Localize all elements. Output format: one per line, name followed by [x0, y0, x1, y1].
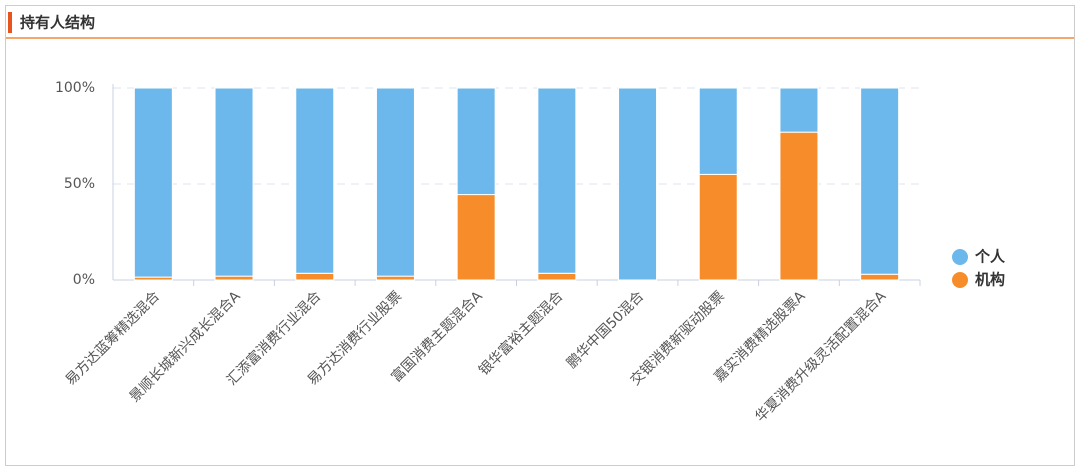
bar-segment: [375, 87, 415, 277]
bar-segment: [214, 275, 254, 281]
bar-segment: [295, 272, 335, 281]
bar-segment: [698, 87, 738, 175]
bar-segment: [698, 173, 738, 281]
bar-segment: [537, 272, 577, 281]
bar-segment: [860, 87, 900, 275]
legend-label: 个人: [974, 248, 1006, 266]
chart-title: 持有人结构: [20, 14, 95, 32]
bar-segment: [375, 275, 415, 281]
y-tick-label: 0%: [73, 272, 95, 288]
y-tick-label: 100%: [55, 80, 95, 96]
bar-segment: [456, 194, 496, 281]
bar-segment: [295, 87, 335, 274]
bar-segment: [214, 87, 254, 277]
legend-label: 机构: [975, 271, 1005, 289]
bar-segment: [537, 87, 577, 274]
legend-swatch: [952, 272, 968, 288]
bar-segment: [133, 87, 173, 278]
bar-segment: [456, 87, 496, 196]
legend-swatch: [952, 249, 968, 265]
bar-segment: [779, 131, 819, 281]
bar-segment: [860, 273, 900, 281]
bar-segment: [779, 87, 819, 133]
bar-segment: [618, 87, 658, 281]
y-tick-label: 50%: [64, 176, 95, 192]
header-marker: [8, 12, 12, 33]
